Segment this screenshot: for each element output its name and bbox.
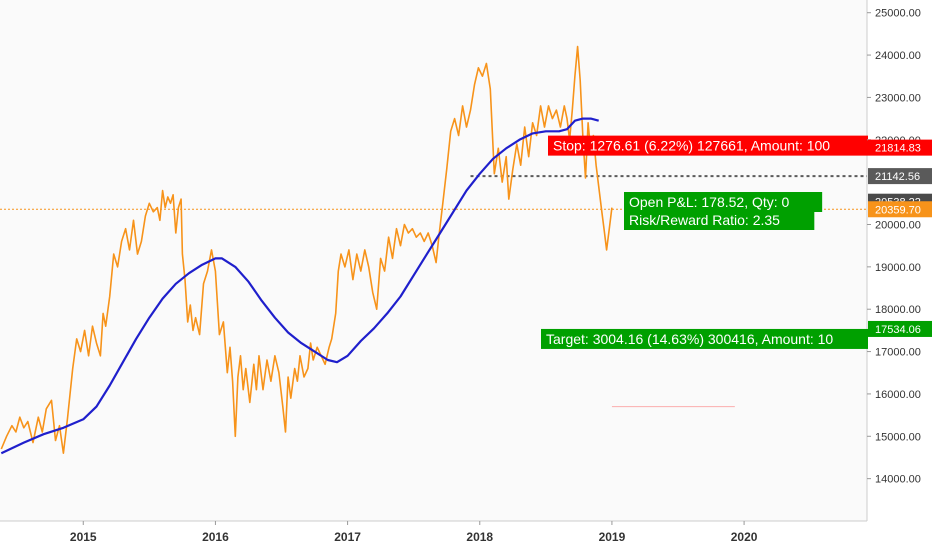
series-layer: [0, 45, 613, 455]
entry-badge[interactable]: [868, 168, 932, 185]
position-zones: [0, 175, 867, 408]
time-tick-label: 2019: [599, 530, 626, 544]
time-axis[interactable]: 2015 2016 2017 2018 2019 2020: [70, 521, 758, 544]
stop-badge[interactable]: [868, 139, 932, 156]
price-tick-label: 17000.00: [875, 347, 921, 359]
plot-background: [0, 0, 867, 521]
price-tick-label: 14000.00: [875, 474, 921, 486]
price-tick-label: 16000.00: [875, 389, 921, 401]
price-tick-label: 19000.00: [875, 262, 921, 274]
last-badge[interactable]: [868, 201, 932, 218]
price-line[interactable]: [0, 45, 613, 454]
position-labels: Stop: 1276.61 (6.22%) 127661, Amount: 10…: [541, 0, 932, 550]
time-tick-label: 2018: [466, 530, 493, 544]
time-tick-label: 2015: [70, 530, 97, 544]
risk-reward-label-box[interactable]: [624, 210, 815, 230]
price-axis[interactable]: 14000.00 15000.00 16000.00 17000.00 18000.00…: [867, 8, 932, 486]
target-label: Target: 3004.16 (14.63%) 300416, Amount:…: [546, 331, 833, 347]
last-price-label: 20359.70: [875, 204, 921, 216]
stop-price-label: 21814.83: [875, 143, 921, 155]
time-axis-background: [0, 521, 867, 550]
price-tick-label: 25000.00: [875, 8, 921, 20]
price-tick-label: 18000.00: [875, 304, 921, 316]
open-pl-label: Open P&L: 178.52, Qty: 0: [629, 194, 790, 210]
price-tick-label: 15000.00: [875, 431, 921, 443]
risk-reward-label: Risk/Reward Ratio: 2.35: [629, 212, 780, 228]
target-price-label: 17534.06: [875, 324, 921, 336]
price-tick-label: 20000.00: [875, 219, 921, 231]
axis-mask: [868, 0, 932, 550]
moving-average-line[interactable]: [0, 117, 599, 455]
target-label-box[interactable]: [541, 328, 889, 349]
time-tick-label: 2020: [731, 530, 758, 544]
entry-price-label: 21142.56: [875, 171, 920, 183]
time-tick-label: 2016: [202, 530, 229, 544]
target-badge[interactable]: [868, 320, 932, 337]
time-tick-label: 2017: [334, 530, 361, 544]
open-pl-label-box[interactable]: [624, 192, 823, 212]
stop-label: Stop: 1276.61 (6.22%) 127661, Amount: 10…: [553, 138, 830, 154]
price-tick-label: 24000.00: [875, 50, 921, 62]
stop-label-box[interactable]: [548, 135, 880, 156]
price-tick-label: 23000.00: [875, 92, 921, 104]
